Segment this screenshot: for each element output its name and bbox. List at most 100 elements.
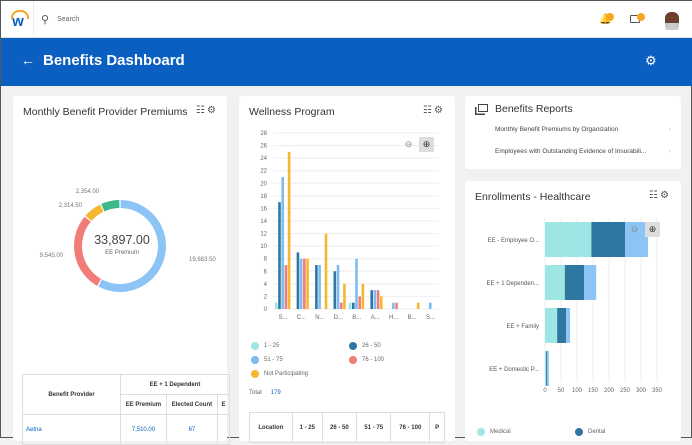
- bar[interactable]: [361, 283, 365, 309]
- x-tick-label: B...: [352, 315, 361, 321]
- bar-segment[interactable]: [545, 351, 546, 386]
- bar[interactable]: [278, 202, 281, 309]
- legend-item[interactable]: Not Participating: [251, 370, 308, 378]
- gear-icon[interactable]: ⚙: [659, 190, 671, 201]
- legend-item[interactable]: Medical: [477, 428, 511, 436]
- y-tick-label: 20: [260, 181, 267, 187]
- total-value[interactable]: 179: [270, 390, 281, 396]
- bar[interactable]: [358, 296, 361, 309]
- legend-swatch: [575, 428, 583, 436]
- bar[interactable]: [306, 258, 309, 309]
- legend-item[interactable]: 26 - 50: [349, 342, 381, 350]
- legend-item[interactable]: 76 - 100: [349, 356, 384, 364]
- bar[interactable]: [376, 290, 380, 309]
- zoom-out-icon[interactable]: ⊖: [404, 139, 413, 149]
- report-link[interactable]: Employees with Outstanding Evidence of I…: [495, 148, 671, 155]
- bar[interactable]: [392, 302, 395, 309]
- bar[interactable]: [284, 265, 288, 309]
- filter-icon[interactable]: ☷: [423, 105, 434, 116]
- bar[interactable]: [336, 265, 340, 309]
- donut-slice[interactable]: [74, 216, 102, 286]
- legend-item[interactable]: 1 - 25: [251, 342, 279, 350]
- zoom-in-icon[interactable]: ⊕: [645, 222, 660, 237]
- report-link[interactable]: Monthly Benefit Premiums by Organization…: [495, 126, 671, 133]
- x-tick-label: 350: [652, 388, 663, 394]
- premium-link[interactable]: 7,510.00: [120, 414, 167, 445]
- bar-segment[interactable]: [625, 222, 649, 257]
- inbox-badge: [637, 13, 645, 21]
- count-link[interactable]: 67: [165, 414, 219, 445]
- y-tick-label: 6: [264, 269, 268, 275]
- filter-icon[interactable]: ☷: [649, 190, 660, 201]
- y-tick-label: EE - Employee O...: [488, 238, 540, 244]
- x-tick-label: A...: [371, 315, 380, 321]
- col-premium: EE Premium: [120, 394, 167, 415]
- zoom-out-icon[interactable]: ⊖: [630, 224, 639, 234]
- legend-item[interactable]: 51 - 75: [251, 356, 283, 364]
- bar[interactable]: [373, 290, 377, 309]
- bar[interactable]: [299, 258, 303, 309]
- bar[interactable]: [318, 265, 321, 309]
- bar[interactable]: [324, 233, 328, 309]
- x-tick-label: N...: [315, 315, 325, 321]
- donut-total-label: EE Premium: [105, 250, 139, 256]
- gear-icon[interactable]: ⚙: [206, 105, 218, 116]
- y-tick-label: EE + Domestic P...: [489, 367, 539, 373]
- bar-segment[interactable]: [591, 222, 625, 257]
- bar-segment[interactable]: [545, 308, 558, 343]
- workday-logo[interactable]: w: [7, 9, 29, 31]
- col-more: E: [217, 394, 230, 415]
- bar[interactable]: [380, 296, 383, 309]
- bar[interactable]: [348, 302, 352, 309]
- donut-slice[interactable]: [85, 204, 104, 222]
- bar-segment[interactable]: [557, 308, 567, 343]
- wellness-card: Wellness Program ☷⚙ 0 2 4 6 8 10 12 14 16 18 20 22 2…: [239, 96, 455, 443]
- bar[interactable]: [351, 302, 355, 309]
- bar-segment[interactable]: [545, 265, 565, 300]
- premiums-table: Benefit Provider EE + 1 Dependent EE Prem…: [22, 374, 230, 445]
- filter-icon[interactable]: ☷: [196, 105, 207, 116]
- bar-segment[interactable]: [545, 351, 547, 386]
- search-input[interactable]: ⚲ Search: [41, 14, 80, 26]
- bar-segment[interactable]: [584, 265, 597, 300]
- bar[interactable]: [343, 283, 346, 309]
- bar[interactable]: [395, 302, 398, 309]
- donut-slice[interactable]: [101, 200, 120, 212]
- bar[interactable]: [287, 151, 291, 309]
- x-tick-label: 300: [636, 388, 647, 394]
- y-tick-label: 12: [260, 232, 267, 238]
- bar[interactable]: [428, 302, 432, 309]
- donut-slice[interactable]: [98, 200, 166, 292]
- x-tick-label: 0: [543, 388, 547, 394]
- legend-item[interactable]: Dental: [575, 428, 605, 436]
- y-tick-label: 16: [260, 206, 267, 212]
- x-tick-label: C...: [297, 315, 307, 321]
- provider-link[interactable]: Aetna: [22, 414, 121, 445]
- y-tick-label: 8: [264, 257, 268, 263]
- bar[interactable]: [281, 177, 284, 309]
- bar[interactable]: [355, 258, 358, 309]
- bar-segment[interactable]: [545, 222, 592, 257]
- bar[interactable]: [303, 258, 306, 309]
- bar-segment[interactable]: [566, 308, 570, 343]
- avatar[interactable]: [665, 12, 679, 30]
- bar[interactable]: [275, 302, 278, 309]
- chart-tools: ☷⚙: [649, 190, 671, 201]
- gear-icon[interactable]: ⚙: [645, 53, 657, 68]
- reports-card: Benefits Reports Monthly Benefit Premium…: [465, 96, 681, 169]
- back-arrow-icon[interactable]: ←: [21, 52, 35, 68]
- gear-icon[interactable]: ⚙: [433, 105, 445, 116]
- bar-segment[interactable]: [564, 265, 585, 300]
- bar[interactable]: [416, 302, 420, 309]
- legend-swatch: [251, 370, 259, 378]
- bar-segment[interactable]: [546, 351, 549, 386]
- bar[interactable]: [315, 265, 318, 309]
- column-header: Location: [249, 412, 293, 443]
- bar[interactable]: [370, 290, 374, 309]
- reports-icon: [478, 104, 488, 112]
- zoom-in-icon[interactable]: ⊕: [419, 137, 434, 152]
- bar[interactable]: [296, 252, 300, 309]
- bar[interactable]: [333, 271, 337, 309]
- bar[interactable]: [339, 302, 343, 309]
- bell-icon[interactable]: 🔔: [599, 14, 612, 25]
